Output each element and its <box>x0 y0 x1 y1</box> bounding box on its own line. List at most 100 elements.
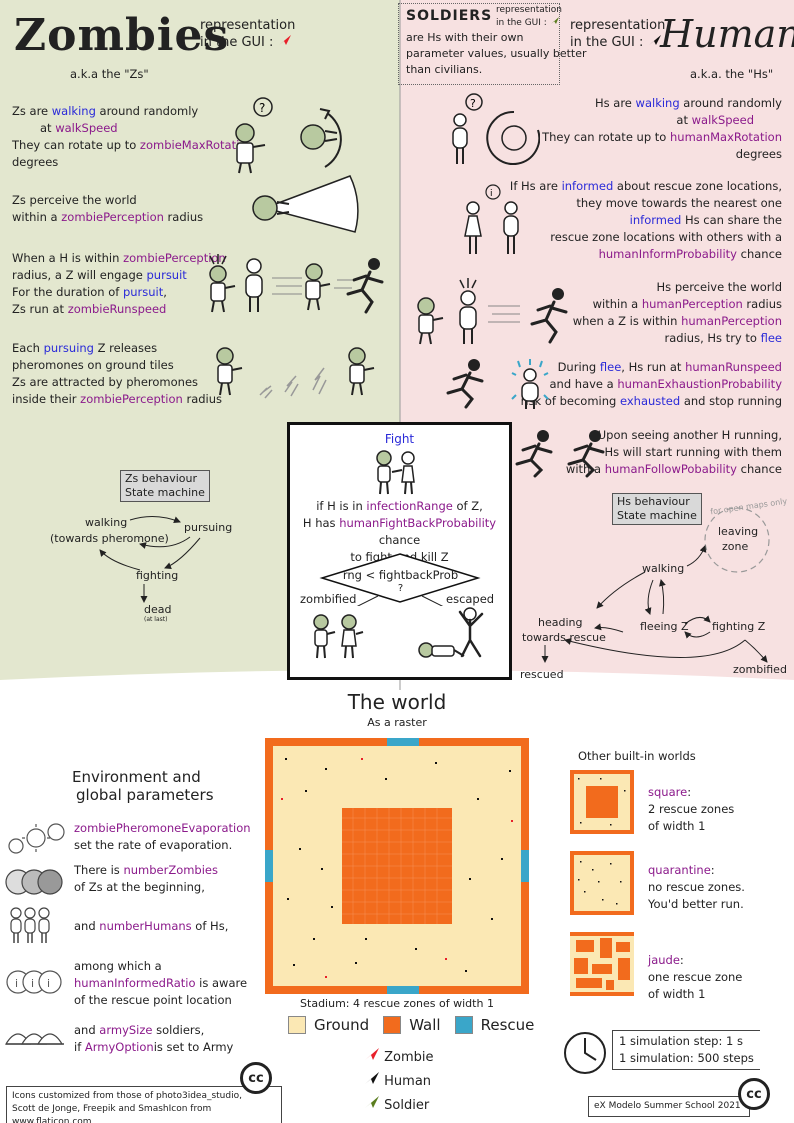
legend-ground-swatch <box>288 1016 306 1034</box>
zombie-pursuit-icon <box>209 254 384 314</box>
humans-aka: a.k.a. the "Hs" <box>690 67 774 81</box>
two-zombies-icon <box>313 614 364 659</box>
zombies-pursuit-text: When a H is within zombiePerception radi… <box>12 251 226 316</box>
fight-title: Fight <box>384 432 415 446</box>
legend-soldier-label: Soldier <box>384 1098 430 1113</box>
zs-state-pursuing: pursuing <box>184 521 233 534</box>
soldiers-gui-label: representation in the GUI : <box>496 5 563 28</box>
zombie-heads-icon <box>5 869 63 895</box>
humans-inform-icon: i <box>464 184 519 254</box>
fight-decision-text: rng < fightbackProb <box>342 568 459 582</box>
human-legend-arrow-icon <box>365 1072 379 1084</box>
zombie-arrow-icon <box>278 35 291 45</box>
env-param-army: and armySize soldiers, if ArmyOptionis s… <box>74 1023 234 1054</box>
svg-text:i: i <box>490 189 493 199</box>
human-walk-icon: ? <box>452 93 540 165</box>
zombie-pheromone-icon <box>216 347 375 399</box>
svg-text:?: ? <box>470 97 476 110</box>
fight-outcome-zombified: zombified <box>300 592 357 606</box>
zombies-walk-text: Zs are walking around randomly at walkSp… <box>12 104 254 169</box>
humans-state-machine-label: Hs behaviour State machine <box>612 493 702 525</box>
other-worlds-title: Other built-in worlds <box>578 749 696 763</box>
hs-state-walking: walking <box>642 562 685 575</box>
humans-follow-text: Upon seeing another H running, Hs will s… <box>565 428 782 476</box>
legend-wall-swatch <box>383 1016 402 1034</box>
svg-text:i: i <box>31 977 34 990</box>
jaude-world-thumb <box>570 932 634 996</box>
human-exhausted-icon <box>446 359 549 409</box>
soldier-arrow-icon <box>550 17 559 24</box>
env-param-evaporation: zombiePheromoneEvaporation set the rate … <box>74 821 251 852</box>
icon-credits: Icons customized from those of photo3ide… <box>6 1086 282 1123</box>
human-flee-perception-icon <box>417 278 568 345</box>
hs-state-fighting: fighting Z <box>712 620 766 633</box>
env-param-informed: among which a humanInformedRatio is awar… <box>74 959 248 1007</box>
hs-state-zombified: zombified <box>733 663 787 676</box>
hs-state-zone: zone <box>722 540 749 553</box>
tile-legend: Ground Wall Rescue <box>288 1016 534 1034</box>
zs-state-dead-sub: (at last) <box>144 616 168 623</box>
hs-state-leaving: leaving <box>718 525 759 538</box>
fight-outcome-escaped: escaped <box>446 592 495 606</box>
escaped-icon <box>418 607 484 658</box>
zs-state-fighting: fighting <box>136 569 179 582</box>
legend-rescue-swatch <box>454 1016 473 1034</box>
soldiers-title: SOLDIERS <box>406 8 493 24</box>
zombies-state-machine-arrows <box>99 516 201 603</box>
legend-zombie-label: Zombie <box>384 1050 434 1065</box>
humans-follow-icon <box>515 430 605 478</box>
env-param-zombies: There is numberZombies of Zs at the begi… <box>74 863 218 894</box>
hs-state-fleeing: fleeing Z <box>640 620 689 633</box>
fight-decision-q: ? <box>397 583 404 594</box>
world-quarantine-desc: quarantine: no rescue zones. You'd bette… <box>648 863 745 911</box>
world-subtitle: As a raster <box>367 716 427 729</box>
stadium-raster <box>265 738 529 994</box>
humans-informed-text: If Hs are informed about rescue zone loc… <box>509 179 782 261</box>
zombies-pheromone-text: Each pursuing Z releases pheromones on g… <box>12 341 223 406</box>
zombie-legend-arrow-icon <box>365 1048 379 1060</box>
simulation-time-box: 1 simulation step: 1 s 1 simulation: 500… <box>612 1030 760 1070</box>
clock-icon <box>564 1032 606 1074</box>
humans-flee-text: During flee, Hs run at humanRunspeed and… <box>520 360 782 408</box>
human-arrow-icon <box>648 35 661 45</box>
fight-decision-diamond <box>319 553 481 606</box>
cc-license-icon-right: cc <box>738 1078 770 1110</box>
zs-state-walking-sub: (towards pheromone) <box>50 532 169 545</box>
cc-license-icon-left: cc <box>240 1062 272 1094</box>
hs-state-heading: heading <box>538 616 583 629</box>
zombie-walk-icon: ? <box>235 97 342 174</box>
zs-state-walking: walking <box>85 516 128 529</box>
zombie-perception-cone-icon <box>252 175 359 233</box>
svg-text:i: i <box>15 977 18 990</box>
svg-text:?: ? <box>259 101 265 115</box>
world-square-desc: square: 2 rescue zones of width 1 <box>648 785 735 833</box>
world-title: The world <box>347 690 447 714</box>
agent-legend: Zombie Human Soldier <box>364 1046 434 1118</box>
zombies-title: Zombies <box>14 10 230 61</box>
soldier-legend-arrow-icon <box>365 1096 379 1108</box>
soldiers-box <box>398 3 560 85</box>
humans-state-machine-arrows <box>541 507 770 663</box>
world-jaude-desc: jaude: one rescue zone of width 1 <box>648 953 743 1001</box>
sun-evaporation-icon <box>8 823 65 854</box>
legend-ground-label: Ground <box>314 1016 370 1034</box>
fight-icon <box>376 450 415 495</box>
fight-rule-text: if H is in infectionRange of Z, H has hu… <box>302 499 497 564</box>
humans-group-icon <box>10 907 50 943</box>
quarantine-world-thumb <box>570 851 634 915</box>
zombies-aka: a.k.a the "Zs" <box>70 67 149 81</box>
svg-text:i: i <box>47 977 50 990</box>
zs-state-dead: dead <box>144 603 172 616</box>
humans-gui-label: representation in the GUI : <box>570 18 666 50</box>
humans-walk-text: Hs are walking around randomly at walkSp… <box>542 96 782 161</box>
zombies-gui-label: representation in the GUI : <box>200 18 296 50</box>
stadium-caption: Stadium: 4 rescue zones of width 1 <box>300 997 494 1010</box>
informed-bubbles-icon: i i i <box>6 970 62 994</box>
legend-human-label: Human <box>384 1074 432 1089</box>
humans-title: Humans <box>660 12 794 56</box>
humans-perceive-text: Hs perceive the world within a humanPerc… <box>572 280 782 345</box>
hs-state-rescued: rescued <box>520 668 564 681</box>
legend-wall-label: Wall <box>409 1016 441 1034</box>
hs-state-towards-rescue: towards rescue <box>522 631 606 644</box>
square-world-thumb <box>570 770 634 834</box>
